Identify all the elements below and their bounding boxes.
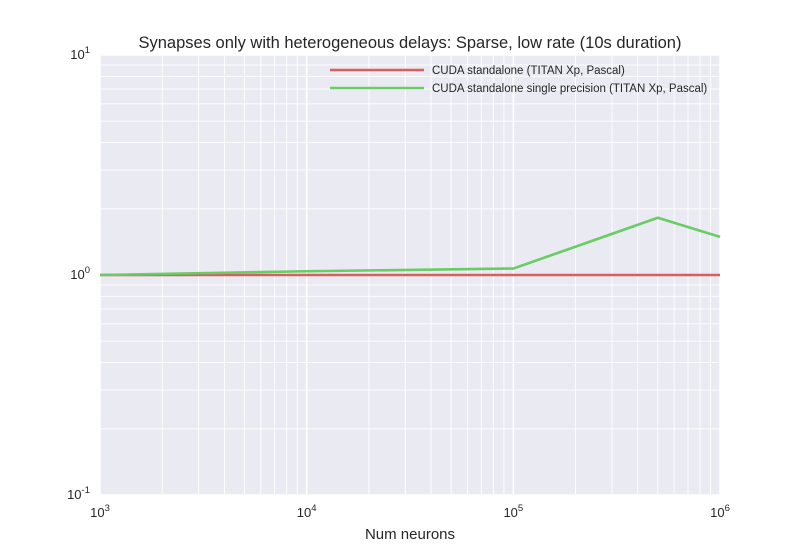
legend-label-1: CUDA standalone (TITAN Xp, Pascal) bbox=[432, 65, 625, 77]
y-tick-label: 100 bbox=[70, 265, 90, 282]
chart-title: Synapses only with heterogeneous delays:… bbox=[139, 34, 682, 52]
x-tick-label: 106 bbox=[710, 503, 730, 520]
legend: CUDA standalone (TITAN Xp, Pascal) CUDA s… bbox=[330, 65, 707, 95]
series-line-2 bbox=[99, 216, 721, 277]
x-tick-label: 103 bbox=[90, 503, 110, 520]
x-tick-labels: 103 104 105 106 bbox=[90, 503, 730, 520]
legend-label-2: CUDA standalone single precision (TITAN … bbox=[432, 83, 707, 95]
x-tick-label: 105 bbox=[503, 503, 523, 520]
y-tick-label: 101 bbox=[70, 45, 90, 62]
y-tick-labels: 10-1 100 101 bbox=[67, 45, 90, 502]
x-tick-label: 104 bbox=[297, 503, 317, 520]
x-axis-label: Num neurons bbox=[365, 526, 455, 543]
series-layer bbox=[99, 216, 721, 277]
y-tick-label: 10-1 bbox=[67, 485, 90, 502]
